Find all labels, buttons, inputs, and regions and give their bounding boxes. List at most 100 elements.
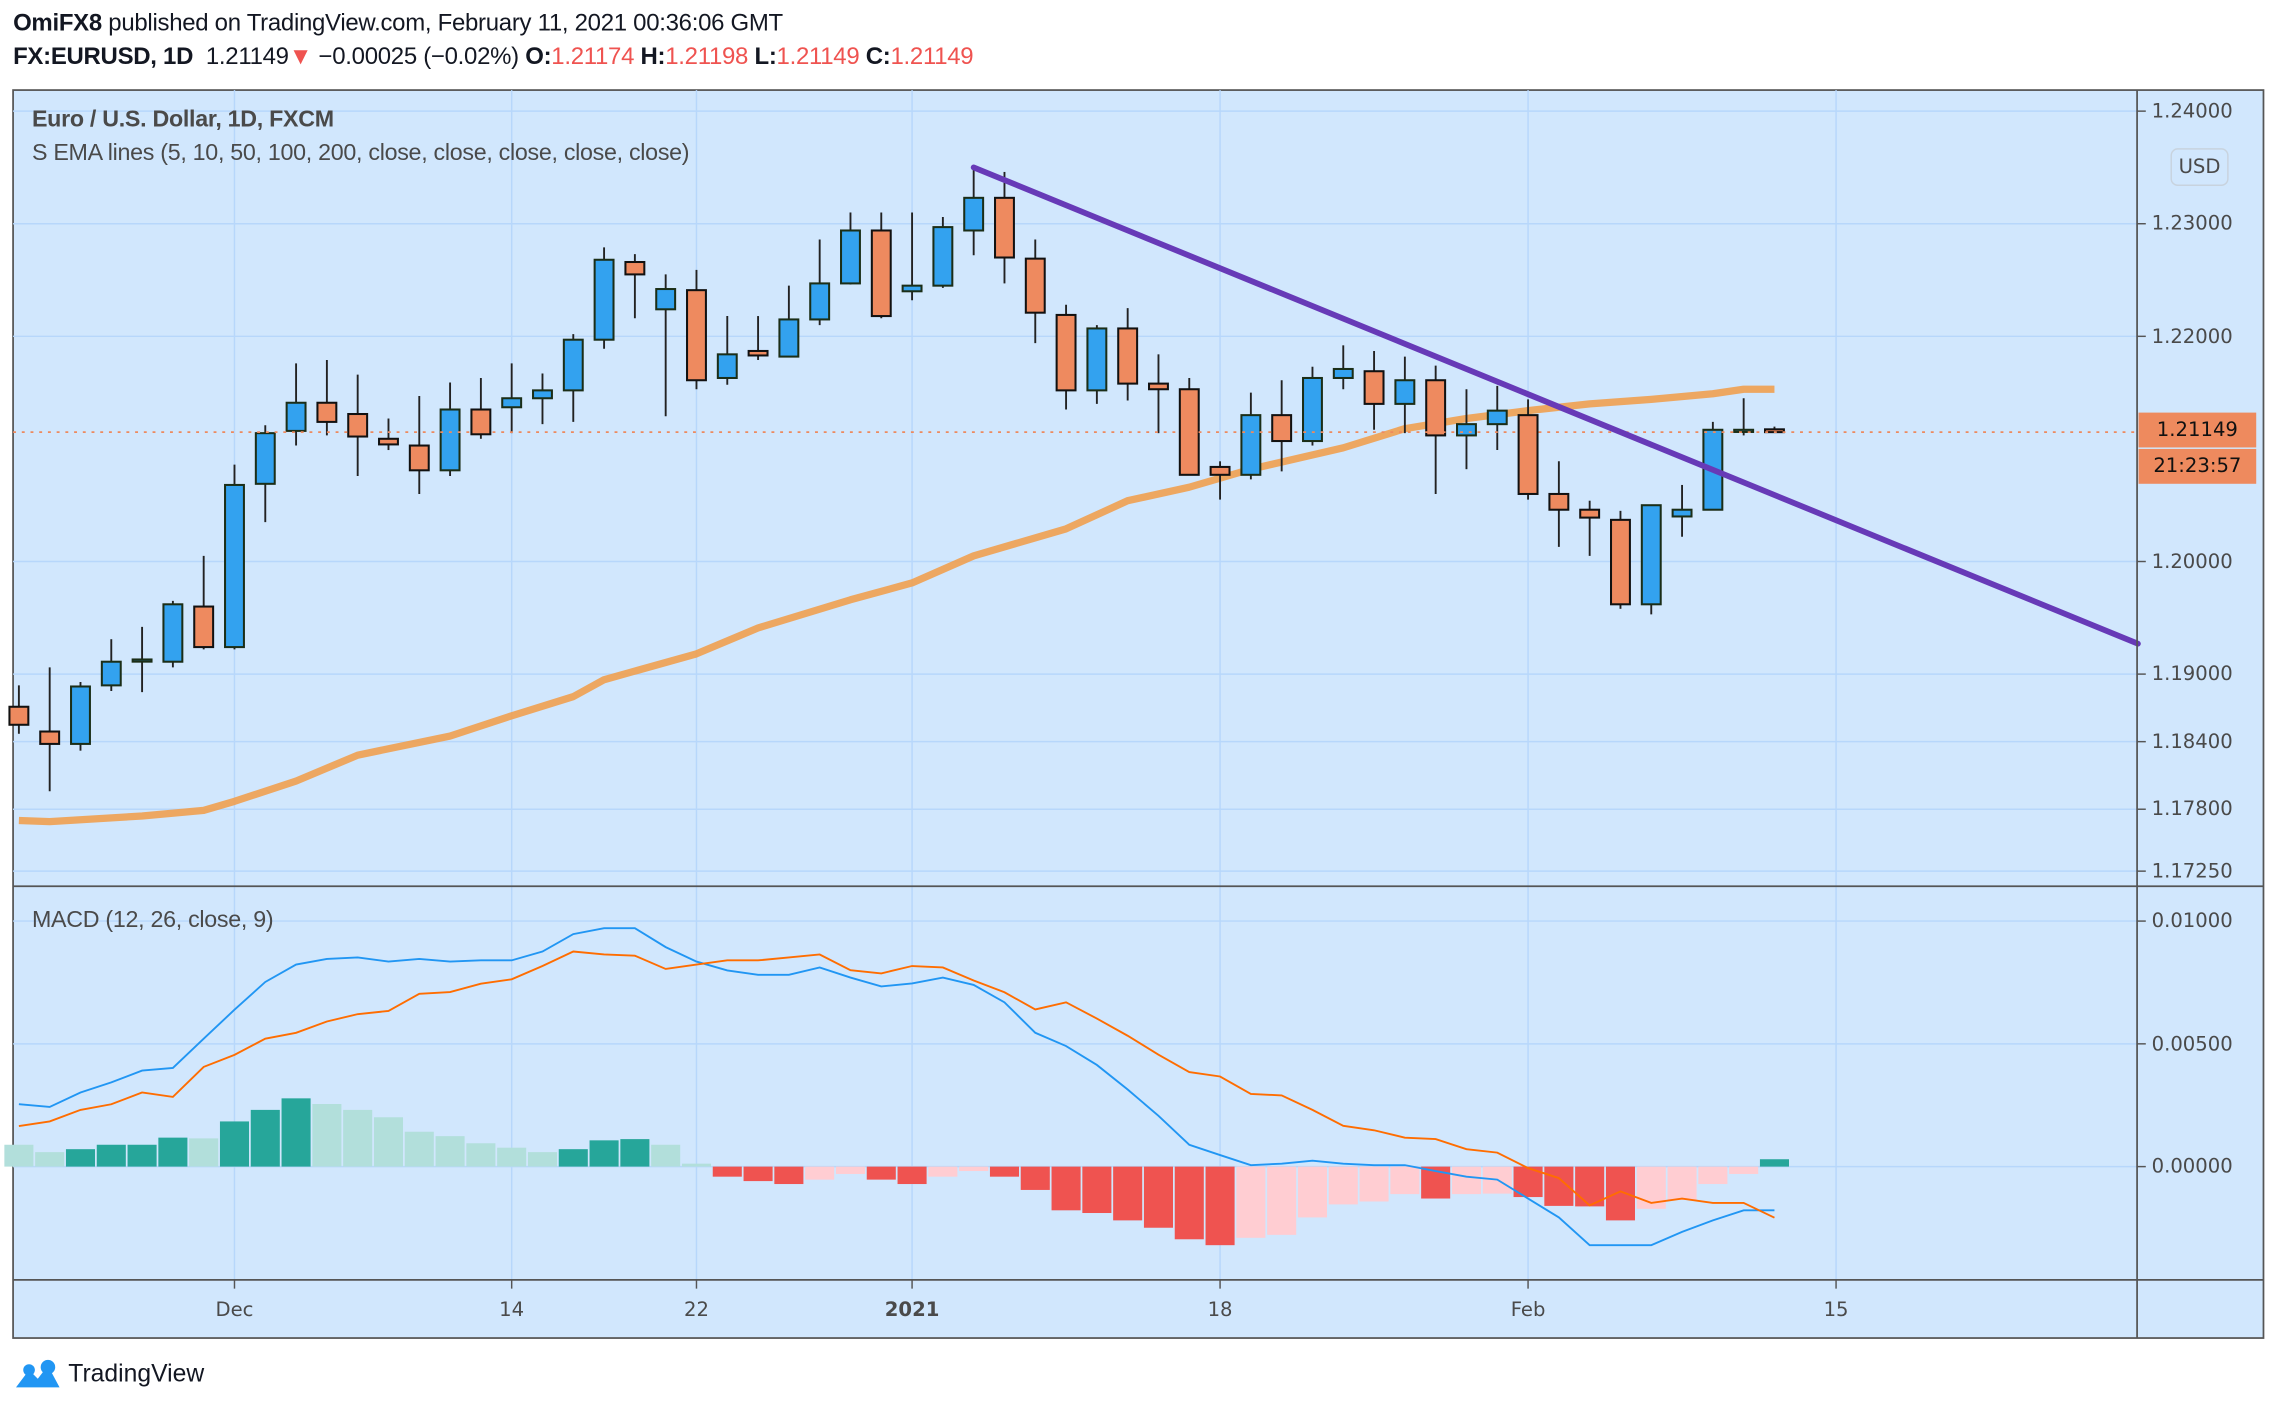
currency-badge[interactable]: USD bbox=[2170, 148, 2229, 186]
macd-histogram-bar bbox=[1236, 1166, 1266, 1238]
candle bbox=[470, 377, 492, 439]
macd-tick-label: 0.00500 bbox=[2151, 1032, 2233, 1056]
candle-body bbox=[1363, 370, 1385, 405]
candle bbox=[131, 626, 153, 693]
candle-body bbox=[439, 408, 461, 472]
candle-body bbox=[562, 338, 584, 392]
open-value: 1.21174 bbox=[551, 43, 635, 70]
candle bbox=[1548, 461, 1570, 547]
candle-body bbox=[1733, 428, 1755, 433]
candle bbox=[840, 212, 861, 285]
time-tick-label: 15 bbox=[1823, 1298, 1849, 1323]
macd-histogram-bar bbox=[4, 1144, 34, 1167]
author-name[interactable]: OmiFX8 bbox=[13, 10, 102, 37]
tradingview-brand[interactable]: TradingView bbox=[68, 1359, 205, 1388]
candle-body bbox=[809, 282, 831, 321]
macd-histogram-bar bbox=[1328, 1166, 1358, 1205]
macd-histogram-bar bbox=[96, 1144, 126, 1167]
candle bbox=[1271, 380, 1293, 472]
publish-text: published on TradingView.com, February 1… bbox=[108, 10, 783, 37]
close-label: C: bbox=[865, 43, 891, 70]
candle bbox=[70, 681, 91, 751]
last-price: 1.21149 bbox=[205, 43, 289, 70]
macd-line bbox=[18, 927, 1775, 1247]
candle-body bbox=[501, 397, 523, 409]
macd-histogram-bar bbox=[928, 1166, 958, 1177]
candle-body bbox=[686, 289, 707, 382]
candle bbox=[1148, 354, 1169, 434]
macd-histogram-bar bbox=[312, 1103, 342, 1167]
price-change: −0.00025 (−0.02%) bbox=[318, 43, 520, 70]
trendline-group[interactable] bbox=[13, 164, 2141, 647]
candle-body bbox=[470, 408, 492, 436]
price-tick-label: 1.17800 bbox=[2151, 797, 2233, 821]
candle bbox=[655, 274, 677, 417]
macd-histogram-bar bbox=[1205, 1166, 1235, 1246]
candle bbox=[963, 167, 985, 256]
candle-body bbox=[1117, 327, 1139, 385]
macd-histogram-bar bbox=[558, 1149, 588, 1167]
candle bbox=[39, 667, 61, 792]
candle-body bbox=[254, 432, 276, 485]
time-tick-label: 14 bbox=[499, 1298, 525, 1323]
candle bbox=[193, 555, 215, 650]
macd-histogram-bar bbox=[250, 1109, 280, 1167]
candle bbox=[1425, 365, 1447, 494]
price-tick-label: 1.18400 bbox=[2151, 730, 2233, 754]
time-tick-label: 22 bbox=[683, 1298, 709, 1323]
candle bbox=[1579, 500, 1601, 556]
bar-countdown-label: 21:23:57 bbox=[2138, 448, 2257, 484]
macd-histogram-bar bbox=[897, 1166, 927, 1185]
macd-histogram-bar bbox=[805, 1166, 835, 1180]
candle bbox=[624, 254, 646, 319]
candle bbox=[1671, 484, 1693, 537]
candle bbox=[162, 600, 184, 668]
candle-body bbox=[8, 705, 30, 726]
candle-body bbox=[1302, 376, 1323, 443]
candle bbox=[932, 216, 954, 288]
candle bbox=[1363, 350, 1385, 430]
macd-histogram-bar bbox=[1575, 1166, 1605, 1207]
candle bbox=[1086, 325, 1108, 404]
candle bbox=[1610, 510, 1631, 609]
macd-histogram-bar bbox=[404, 1131, 434, 1167]
candle-body bbox=[1610, 518, 1631, 606]
candle-body bbox=[1671, 508, 1693, 518]
candle bbox=[1024, 239, 1046, 344]
candle bbox=[1055, 304, 1077, 410]
macd-histogram-bar bbox=[989, 1166, 1020, 1177]
candle bbox=[224, 464, 245, 650]
macd-indicator-legend[interactable]: MACD (12, 26, close, 9) bbox=[31, 908, 274, 933]
candle bbox=[1456, 389, 1477, 470]
macd-tick-label: 0.00000 bbox=[2151, 1154, 2233, 1179]
candle-body bbox=[655, 288, 677, 311]
publish-info: OmiFX8 published on TradingView.com, Feb… bbox=[13, 9, 783, 38]
candle bbox=[686, 269, 707, 390]
candle bbox=[1486, 385, 1508, 451]
macd-histogram-bar bbox=[1698, 1166, 1728, 1185]
candle-body bbox=[716, 353, 738, 380]
open-label: O: bbox=[525, 43, 552, 70]
ema-indicator-legend[interactable]: S EMA lines (5, 10, 50, 100, 200, close,… bbox=[31, 140, 690, 166]
candles-group bbox=[8, 167, 1785, 792]
candle-body bbox=[39, 730, 61, 745]
macd-histogram-bar bbox=[1082, 1166, 1112, 1214]
macd-histogram-bar bbox=[1113, 1166, 1143, 1221]
candle bbox=[501, 363, 523, 434]
candle bbox=[100, 639, 122, 691]
macd-histogram-bar bbox=[158, 1137, 188, 1167]
candle-body bbox=[1148, 382, 1169, 391]
candle bbox=[316, 359, 338, 436]
macd-histogram-bar bbox=[1297, 1166, 1327, 1218]
candle bbox=[1394, 356, 1416, 434]
macd-histogram-bar bbox=[1174, 1166, 1204, 1240]
macd-histogram-bar bbox=[712, 1166, 742, 1177]
price-tick-label: 1.19000 bbox=[2151, 662, 2233, 686]
macd-histogram-bar bbox=[774, 1166, 804, 1185]
candle bbox=[1117, 308, 1139, 401]
candle-body bbox=[1456, 423, 1477, 437]
macd-histogram-bar bbox=[620, 1139, 650, 1167]
macd-histogram-bar bbox=[681, 1163, 712, 1167]
macd-histogram-bar bbox=[1605, 1166, 1635, 1221]
